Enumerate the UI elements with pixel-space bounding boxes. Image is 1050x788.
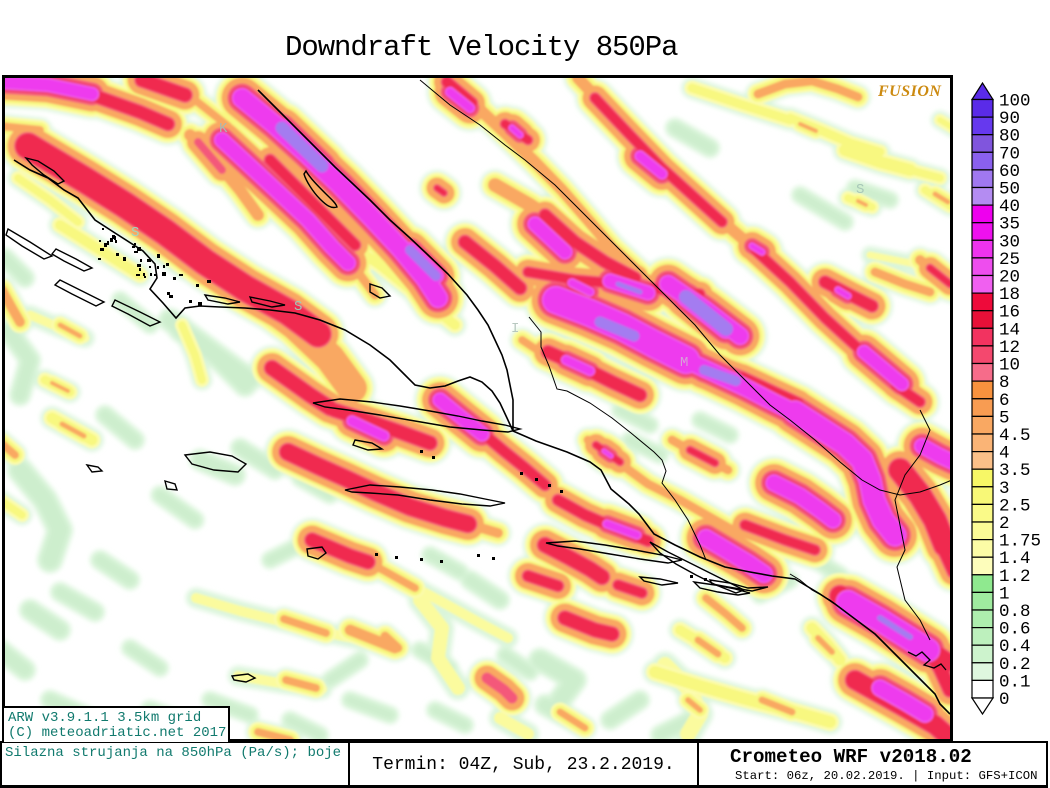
svg-text:M: M [680, 355, 688, 371]
svg-text:0.2: 0.2 [999, 655, 1031, 675]
svg-text:30: 30 [999, 232, 1020, 252]
svg-text:10: 10 [999, 356, 1020, 376]
svg-text:1.2: 1.2 [999, 567, 1031, 587]
svg-text:16: 16 [999, 303, 1020, 323]
svg-text:0: 0 [999, 690, 1010, 710]
svg-text:90: 90 [999, 109, 1020, 129]
svg-text:100: 100 [999, 92, 1031, 112]
svg-text:1.4: 1.4 [999, 549, 1031, 569]
svg-text:70: 70 [999, 144, 1020, 164]
svg-text:0.6: 0.6 [999, 620, 1031, 640]
svg-text:2.5: 2.5 [999, 496, 1031, 516]
svg-text:60: 60 [999, 162, 1020, 182]
svg-text:I: I [511, 321, 519, 337]
svg-text:20: 20 [999, 268, 1020, 288]
svg-text:K: K [219, 121, 228, 137]
svg-text:35: 35 [999, 215, 1020, 235]
svg-text:1.75: 1.75 [999, 532, 1041, 552]
svg-text:S: S [294, 299, 302, 315]
svg-text:18: 18 [999, 285, 1020, 305]
svg-text:0.1: 0.1 [999, 672, 1031, 692]
svg-text:6: 6 [999, 391, 1010, 411]
svg-text:5: 5 [999, 408, 1010, 428]
svg-text:4.5: 4.5 [999, 426, 1031, 446]
svg-text:2: 2 [999, 514, 1010, 534]
svg-text:S: S [131, 225, 139, 241]
svg-text:S: S [856, 182, 864, 198]
svg-text:50: 50 [999, 180, 1020, 200]
svg-text:1: 1 [999, 584, 1010, 604]
svg-text:0.8: 0.8 [999, 602, 1031, 622]
svg-text:3.5: 3.5 [999, 461, 1031, 481]
svg-text:8: 8 [999, 373, 1010, 393]
svg-text:40: 40 [999, 197, 1020, 217]
svg-text:80: 80 [999, 127, 1020, 147]
svg-text:3: 3 [999, 479, 1010, 499]
svg-text:14: 14 [999, 320, 1020, 340]
svg-text:25: 25 [999, 250, 1020, 270]
svg-text:12: 12 [999, 338, 1020, 358]
svg-text:4: 4 [999, 444, 1010, 464]
svg-text:0.4: 0.4 [999, 637, 1031, 657]
